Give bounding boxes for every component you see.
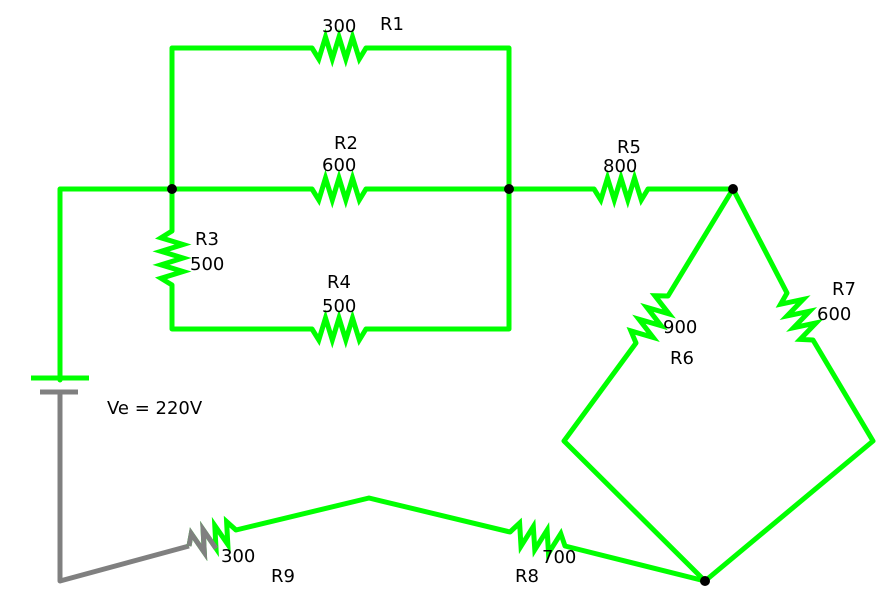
r7-name: R7 — [832, 279, 856, 300]
wire-r4-right — [363, 186, 512, 332]
r1-name: R1 — [380, 14, 404, 35]
r6-value: 900 — [663, 317, 697, 338]
node-left-junction — [167, 184, 177, 194]
r4-name: R4 — [327, 272, 351, 293]
grounded-wires — [57, 392, 190, 584]
r2-resistor-symbol — [309, 169, 369, 209]
junction-nodes — [167, 184, 738, 586]
r4-value: 500 — [322, 296, 356, 317]
r8-resistor-symbol — [508, 517, 568, 562]
r5-name: R5 — [617, 137, 641, 158]
r1-resistor-symbol — [309, 28, 369, 68]
r5-value: 800 — [603, 156, 637, 177]
r9-grounded-segment — [186, 520, 219, 562]
r6-resistor-symbol — [626, 293, 676, 344]
wires — [57, 45, 876, 584]
wire-r3-bottom — [169, 282, 315, 332]
wire-r8-left — [233, 495, 513, 535]
node-diamond-top — [728, 184, 738, 194]
r8-name: R8 — [515, 566, 539, 587]
node-middle-junction — [504, 184, 514, 194]
wire-r1-branch — [169, 45, 315, 192]
wire-r2-left — [57, 186, 315, 383]
r8-value: 700 — [542, 547, 576, 568]
r2-name: R2 — [334, 133, 358, 154]
r1-value: 300 — [322, 16, 356, 37]
wire-r8-right — [562, 543, 708, 584]
r9-name: R9 — [271, 566, 295, 587]
r2-value: 600 — [322, 155, 356, 176]
node-diamond-bottom — [700, 576, 710, 586]
r6-name: R6 — [670, 348, 694, 369]
wire-r6-bottom — [561, 340, 708, 584]
wire-r1-branch-right — [363, 45, 512, 192]
wire-r7-bottom — [702, 337, 876, 584]
wire-r7-top — [730, 186, 790, 296]
r7-resistor-symbol — [775, 291, 824, 343]
wire-source-return — [57, 392, 190, 584]
r3-name: R3 — [195, 229, 219, 250]
r4-resistor-symbol — [309, 309, 369, 349]
source-label: Ve = 220V — [107, 398, 203, 419]
voltage-source — [31, 375, 89, 395]
r3-resistor-symbol — [152, 228, 192, 288]
wire-r6-top — [665, 186, 736, 299]
resistor-symbols — [152, 28, 824, 562]
r9-value: 300 — [221, 546, 255, 567]
r3-value: 500 — [190, 254, 224, 275]
r5-resistor-symbol — [591, 169, 651, 209]
r7-value: 600 — [817, 304, 851, 325]
